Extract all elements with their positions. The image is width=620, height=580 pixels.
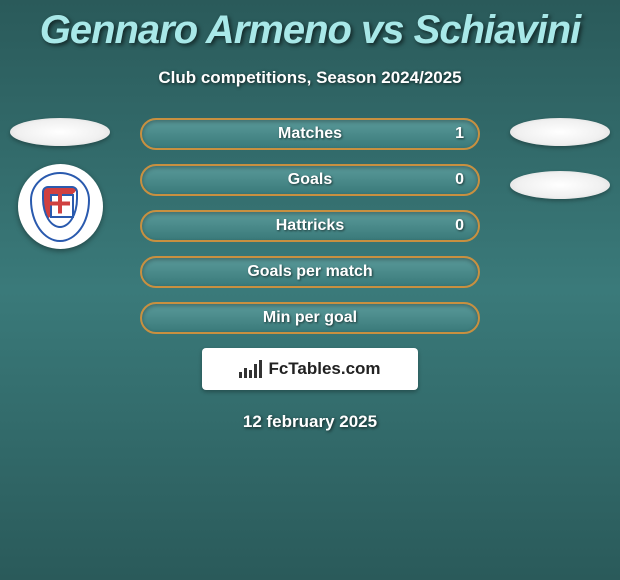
stat-label: Matches [278,125,342,143]
stat-row-matches: Matches 1 [140,118,480,150]
club-badge-inner-icon [30,172,90,242]
left-column [10,118,110,249]
stat-rows: Matches 1 Goals 0 Hattricks 0 Goals per … [140,118,480,334]
source-logo[interactable]: FcTables.com [202,348,418,390]
logo-text: FcTables.com [268,359,380,379]
club-badge-left [18,164,103,249]
stat-row-goals: Goals 0 [140,164,480,196]
competition-subtitle: Club competitions, Season 2024/2025 [0,68,620,88]
stat-label: Goals [288,171,332,189]
stats-container: Matches 1 Goals 0 Hattricks 0 Goals per … [0,118,620,334]
date-label: 12 february 2025 [0,412,620,432]
stat-label: Min per goal [263,309,357,327]
club-right-placeholder-icon [510,171,610,199]
shield-icon [42,186,78,228]
right-column [500,118,620,199]
stat-right-value: 1 [455,125,464,143]
stat-label: Goals per match [247,263,372,281]
stat-right-value: 0 [455,217,464,235]
player-right-placeholder-icon [510,118,610,146]
stat-row-goals-per-match: Goals per match [140,256,480,288]
stat-label: Hattricks [276,217,344,235]
player-left-placeholder-icon [10,118,110,146]
stat-row-hattricks: Hattricks 0 [140,210,480,242]
bar-chart-icon [239,360,262,378]
stat-right-value: 0 [455,171,464,189]
stat-row-min-per-goal: Min per goal [140,302,480,334]
match-title: Gennaro Armeno vs Schiavini [0,0,620,53]
